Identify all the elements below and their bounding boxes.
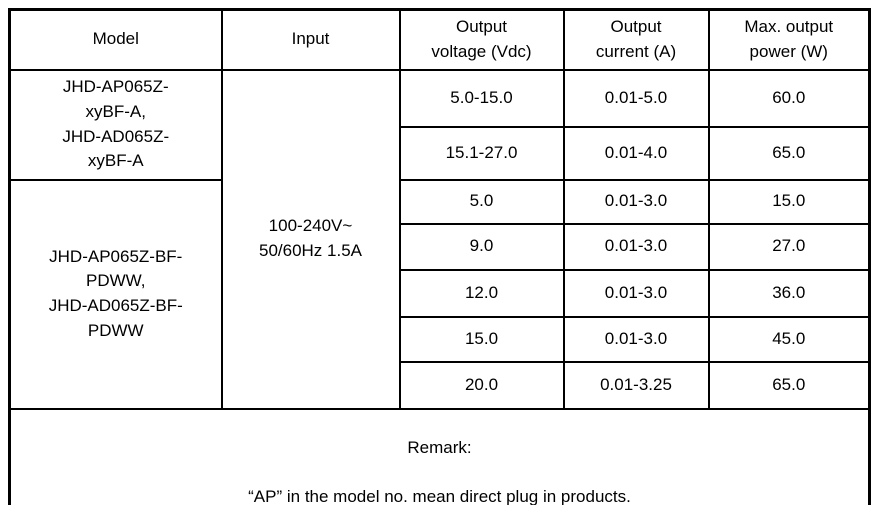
header-output-voltage: Output voltage (Vdc) [398, 8, 565, 71]
cell-current-1: 0.01-5.0 [562, 68, 710, 128]
cell-current-4: 0.01-3.0 [562, 222, 710, 271]
header-row: Model Input Output voltage (Vdc) Output … [8, 8, 871, 71]
cell-voltage-7: 20.0 [398, 360, 565, 410]
cell-voltage-6: 15.0 [398, 315, 565, 363]
cell-power-2: 65.0 [707, 125, 871, 181]
table-row: JHD-AP065Z- xyBF-A, JHD-AD065Z- xyBF-A 1… [8, 68, 871, 410]
cell-power-3: 15.0 [707, 178, 871, 225]
cell-voltage-1: 5.0-15.0 [398, 68, 565, 128]
cell-current-3: 0.01-3.0 [562, 178, 710, 225]
cell-power-1: 60.0 [707, 68, 871, 128]
cell-current-6: 0.01-3.0 [562, 315, 710, 363]
cell-power-6: 45.0 [707, 315, 871, 363]
table-row: 15.0 0.01-3.0 45.0 [10, 315, 871, 363]
cell-voltage-4: 9.0 [398, 222, 565, 271]
table-row: 20.0 0.01-3.25 65.0 [10, 360, 871, 410]
model-group-2: JHD-AP065Z-BF- PDWW, JHD-AD065Z-BF- PDWW [8, 178, 223, 410]
remark-line-ap: “AP” in the model no. mean direct plug i… [248, 487, 631, 505]
input-value: 100-240V~ 50/60Hz 1.5A [220, 68, 401, 410]
cell-power-4: 27.0 [707, 222, 871, 271]
remark-row: Remark: “AP” in the model no. mean direc… [8, 407, 871, 505]
cell-power-7: 65.0 [707, 360, 871, 410]
model-group-1: JHD-AP065Z- xyBF-A, JHD-AD065Z- xyBF-A [8, 68, 223, 181]
cell-current-5: 0.01-3.0 [562, 268, 710, 318]
cell-voltage-2: 15.1-27.0 [398, 125, 565, 181]
table-row: 15.1-27.0 0.01-4.0 65.0 [10, 125, 871, 181]
table-row: 9.0 0.01-3.0 27.0 [10, 222, 871, 271]
remark-cell: Remark: “AP” in the model no. mean direc… [8, 407, 871, 505]
header-input: Input [220, 8, 401, 71]
cell-power-5: 36.0 [707, 268, 871, 318]
spec-table: Model Input Output voltage (Vdc) Output … [8, 8, 871, 505]
cell-voltage-5: 12.0 [398, 268, 565, 318]
remark-title: Remark: [407, 438, 472, 458]
cell-voltage-3: 5.0 [398, 178, 565, 225]
table-row: 12.0 0.01-3.0 36.0 [10, 268, 871, 318]
cell-current-7: 0.01-3.25 [562, 360, 710, 410]
header-model: Model [8, 8, 223, 71]
cell-current-2: 0.01-4.0 [562, 125, 710, 181]
header-max-power: Max. output power (W) [707, 8, 871, 71]
header-output-current: Output current (A) [562, 8, 710, 71]
table-row: JHD-AP065Z-BF- PDWW, JHD-AD065Z-BF- PDWW… [8, 178, 871, 410]
